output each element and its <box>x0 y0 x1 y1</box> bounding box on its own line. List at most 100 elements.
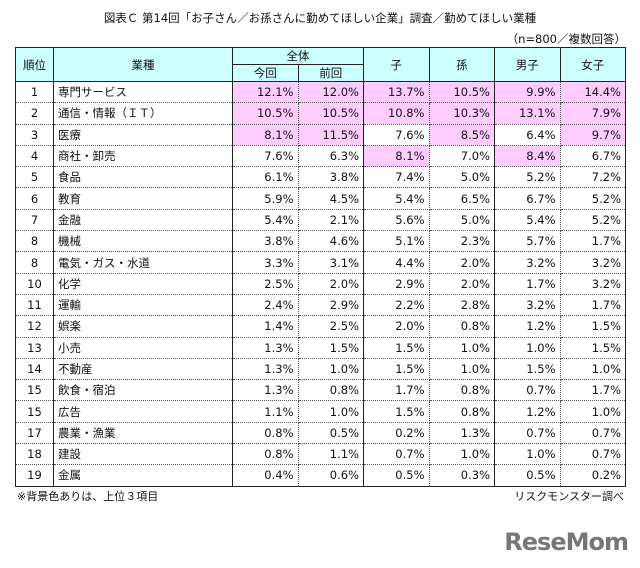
table-row: 14 不動産 1.3% 1.0% 1.5% 1.0% 1.5% 1.0% <box>15 358 626 381</box>
rank-cell: 10 <box>15 273 54 295</box>
value-cell: 1.5% <box>363 358 430 381</box>
value-cell: 1.0% <box>428 443 495 466</box>
table-row: 15 飲食・宿泊 1.3% 0.8% 1.7% 0.8% 0.7% 1.7% <box>15 379 626 402</box>
value-cell: 2.5% <box>232 273 299 295</box>
value-cell: 5.7% <box>494 230 561 253</box>
value-cell: 3.8% <box>297 166 364 189</box>
rank-cell: 11 <box>15 294 54 317</box>
value-cell: 9.7% <box>559 124 626 146</box>
value-cell: 5.0% <box>428 166 495 189</box>
header-son: 男子 <box>494 47 561 82</box>
value-cell: 1.1% <box>297 443 364 466</box>
value-cell: 1.2% <box>494 315 561 338</box>
value-cell: 1.0% <box>297 400 364 423</box>
industry-cell: 商社・卸売 <box>53 145 233 168</box>
value-cell: 2.5% <box>297 315 364 338</box>
header-child: 子 <box>363 47 430 82</box>
rank-cell: 7 <box>15 209 54 232</box>
source: リスクモンスター調べ <box>514 490 624 503</box>
value-cell: 6.7% <box>494 187 561 210</box>
rank-cell: 1 <box>15 81 54 104</box>
industry-cell: 食品 <box>53 166 233 189</box>
value-cell: 14.4% <box>559 81 626 104</box>
value-cell: 1.3% <box>232 337 299 359</box>
rank-cell: 5 <box>15 166 54 189</box>
value-cell: 5.4% <box>232 209 299 232</box>
value-cell: 10.8% <box>363 102 430 125</box>
value-cell: 9.9% <box>494 81 561 104</box>
value-cell: 2.0% <box>428 273 495 295</box>
value-cell: 1.0% <box>559 400 626 423</box>
value-cell: 0.3% <box>428 464 495 487</box>
value-cell: 0.7% <box>363 443 430 466</box>
table-row: 7 金融 5.4% 2.1% 5.6% 5.0% 5.4% 5.2% <box>15 209 626 232</box>
table-row: 13 小売 1.3% 1.5% 1.5% 1.0% 1.0% 1.5% <box>15 337 626 359</box>
page-title: 図表Ｃ 第14回「お子さん／お孫さんに勤めてほしい企業」調査／勤めてほしい業種 <box>103 11 537 25</box>
value-cell: 5.2% <box>494 166 561 189</box>
value-cell: 1.3% <box>428 422 495 445</box>
header-grandchild: 孫 <box>428 47 495 82</box>
table-row: 11 運輸 2.4% 2.9% 2.2% 2.8% 3.2% 1.7% <box>15 294 626 317</box>
table-row: 3 医療 8.1% 11.5% 7.6% 8.5% 6.4% 9.7% <box>15 124 626 146</box>
value-cell: 2.0% <box>363 315 430 338</box>
value-cell: 0.8% <box>428 379 495 402</box>
value-cell: 0.8% <box>232 443 299 466</box>
rank-cell: 17 <box>15 422 54 445</box>
industry-cell: 教育 <box>53 187 233 210</box>
value-cell: 1.7% <box>559 230 626 253</box>
rank-cell: 18 <box>15 443 54 466</box>
value-cell: 4.6% <box>297 230 364 253</box>
value-cell: 0.4% <box>232 464 299 487</box>
value-cell: 6.7% <box>559 145 626 168</box>
sample-note: （n=800／複数回答） <box>506 32 626 46</box>
value-cell: 0.7% <box>559 443 626 466</box>
industry-cell: 専門サービス <box>53 81 233 104</box>
table-row: 8 電気・ガス・水道 3.3% 3.1% 4.4% 2.0% 3.2% 3.2% <box>15 251 626 274</box>
value-cell: 3.1% <box>297 251 364 274</box>
value-cell: 0.5% <box>494 464 561 487</box>
value-cell: 0.8% <box>232 422 299 445</box>
value-cell: 1.0% <box>559 358 626 381</box>
industry-cell: 娯楽 <box>53 315 233 338</box>
header-previous: 前回 <box>297 64 364 82</box>
value-cell: 2.0% <box>297 273 364 295</box>
value-cell: 13.7% <box>363 81 430 104</box>
rank-cell: 2 <box>15 102 54 125</box>
value-cell: 7.9% <box>559 102 626 125</box>
value-cell: 2.3% <box>428 230 495 253</box>
industry-cell: 運輸 <box>53 294 233 317</box>
value-cell: 1.3% <box>232 358 299 381</box>
value-cell: 6.5% <box>428 187 495 210</box>
industry-cell: 建設 <box>53 443 233 466</box>
rank-cell: 6 <box>15 187 54 210</box>
value-cell: 10.5% <box>232 102 299 125</box>
value-cell: 5.6% <box>363 209 430 232</box>
value-cell: 0.7% <box>559 422 626 445</box>
value-cell: 3.2% <box>494 251 561 274</box>
value-cell: 1.0% <box>428 358 495 381</box>
value-cell: 3.2% <box>559 251 626 274</box>
value-cell: 5.2% <box>559 187 626 210</box>
value-cell: 1.5% <box>494 358 561 381</box>
table-row: 18 建設 0.8% 1.1% 0.7% 1.0% 1.0% 0.7% <box>15 443 626 466</box>
rank-cell: 3 <box>15 124 54 146</box>
rank-cell: 8 <box>15 230 54 253</box>
value-cell: 1.5% <box>363 400 430 423</box>
industry-cell: 農業・漁業 <box>53 422 233 445</box>
value-cell: 10.3% <box>428 102 495 125</box>
value-cell: 6.4% <box>494 124 561 146</box>
resemom-logo: ReseMom <box>504 528 629 556</box>
value-cell: 4.4% <box>363 251 430 274</box>
header-rank: 順位 <box>15 47 54 82</box>
value-cell: 0.6% <box>297 464 364 487</box>
value-cell: 7.4% <box>363 166 430 189</box>
rank-cell: 13 <box>15 337 54 359</box>
value-cell: 0.7% <box>494 379 561 402</box>
value-cell: 5.2% <box>559 209 626 232</box>
header-daughter: 女子 <box>559 47 626 82</box>
value-cell: 8.4% <box>494 145 561 168</box>
value-cell: 0.2% <box>559 464 626 487</box>
table-row: 10 化学 2.5% 2.0% 2.9% 2.0% 1.7% 3.2% <box>15 273 626 295</box>
value-cell: 0.2% <box>363 422 430 445</box>
value-cell: 5.1% <box>363 230 430 253</box>
